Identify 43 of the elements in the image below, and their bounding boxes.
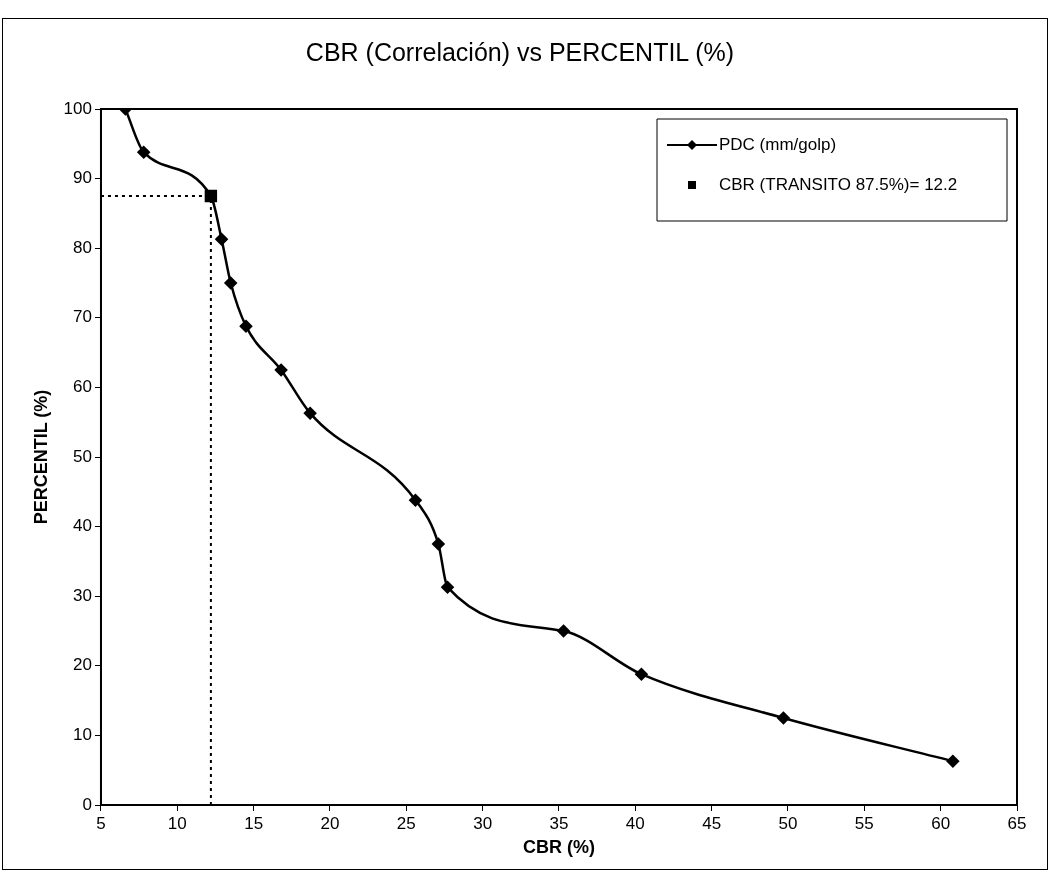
point bbox=[215, 232, 228, 246]
point bbox=[239, 319, 253, 333]
x-tick-label: 10 bbox=[167, 813, 187, 833]
y-tick-label: 10 bbox=[73, 725, 92, 745]
x-tick-label: 45 bbox=[702, 813, 722, 833]
x-tick-label: 15 bbox=[244, 813, 264, 833]
point bbox=[409, 493, 422, 507]
y-tick-label: 100 bbox=[63, 98, 92, 118]
y-tick-label: 30 bbox=[73, 585, 92, 605]
y-tick-label: 40 bbox=[73, 516, 92, 536]
y-tick-label: 50 bbox=[73, 446, 92, 466]
point bbox=[432, 537, 445, 551]
point bbox=[274, 363, 288, 377]
x-tick-label: 20 bbox=[320, 813, 340, 833]
x-tick-label: 50 bbox=[778, 813, 798, 833]
y-tick-label: 60 bbox=[73, 377, 92, 397]
point bbox=[303, 406, 317, 420]
point bbox=[635, 667, 648, 681]
point bbox=[204, 189, 218, 203]
point bbox=[777, 711, 790, 725]
point bbox=[137, 145, 150, 159]
y-tick-label: 80 bbox=[73, 237, 92, 257]
x-tick-label: 35 bbox=[549, 813, 569, 833]
legend-label: PDC (mm/golp) bbox=[719, 134, 837, 154]
x-tick-label: 25 bbox=[396, 813, 416, 833]
y-tick-label: 0 bbox=[82, 794, 92, 814]
chart-title: CBR (Correlación) vs PERCENTIL (%) bbox=[305, 37, 735, 66]
point bbox=[946, 754, 960, 768]
y-axis-title: PERCENTIL (%) bbox=[30, 389, 51, 525]
x-tick-label: 5 bbox=[96, 813, 106, 833]
x-axis-title: CBR (%) bbox=[522, 837, 595, 858]
x-tick-label: 55 bbox=[854, 813, 874, 833]
point bbox=[441, 580, 454, 594]
x-tick-label: 40 bbox=[625, 813, 645, 833]
point bbox=[557, 624, 570, 638]
x-tick-label: 65 bbox=[1007, 813, 1027, 833]
x-tick-label: 60 bbox=[931, 813, 951, 833]
x-tick-label: 30 bbox=[473, 813, 493, 833]
y-tick-label: 70 bbox=[73, 307, 92, 327]
point bbox=[224, 276, 237, 290]
y-tick-label: 90 bbox=[73, 168, 92, 188]
legend-label: CBR (TRANSITO 87.5%)= 12.2 bbox=[719, 174, 958, 194]
y-tick-label: 20 bbox=[73, 655, 92, 675]
